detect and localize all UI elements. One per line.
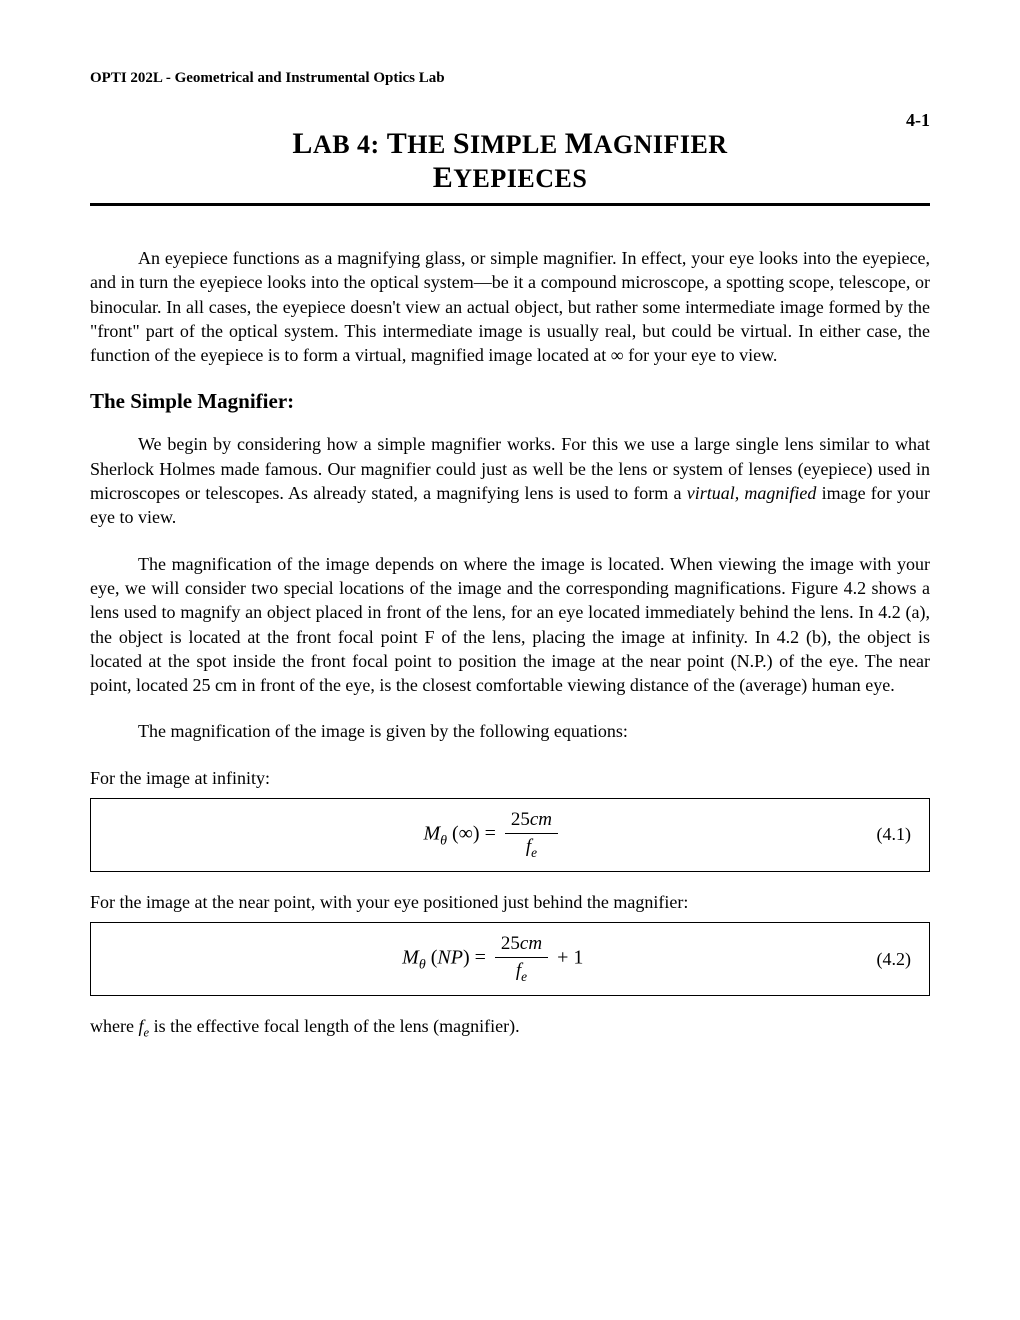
equation-box-1: Mθ (∞) = 25cm fe (4.1) [90,798,930,872]
intro-paragraph: An eyepiece functions as a magnifying gl… [90,246,930,367]
p2-italic: virtual, magnified [687,483,817,503]
eq2-num-val: 25 [501,933,520,954]
paragraph-2: We begin by considering how a simple mag… [90,432,930,529]
paragraph-3: The magnification of the image depends o… [90,552,930,698]
eq1-number: (4.1) [877,824,912,845]
equation-2: Mθ (NP) = 25cm fe + 1 [109,933,877,985]
eq2-theta: θ [419,958,426,973]
eq2-M: M [402,947,419,969]
eq2-number: (4.2) [877,949,912,970]
page-number: 4-1 [906,110,930,131]
eq1-label: For the image at infinity: [90,766,930,790]
eq2-NP: NP [437,947,463,969]
paragraph-4: The magnification of the image is given … [90,719,930,743]
eq1-num-val: 25 [511,809,530,830]
eq2-close: ) = [463,947,486,969]
eq1-arg: (∞) = [452,823,496,845]
eq2-plus: + 1 [557,947,583,969]
paragraph-5: where fe is the effective focal length o… [90,1014,930,1042]
eq1-M: M [423,823,440,845]
document-page: OPTI 202L - Geometrical and Instrumental… [0,0,1020,1320]
title-rule [90,203,930,206]
eq2-fraction: 25cm fe [495,933,548,985]
eq1-fraction: 25cm fe [505,809,558,861]
equation-1: Mθ (∞) = 25cm fe [109,809,877,861]
section-heading: The Simple Magnifier: [90,389,930,414]
p5-a: where [90,1016,138,1036]
equation-box-2: Mθ (NP) = 25cm fe + 1 (4.2) [90,922,930,996]
course-header: OPTI 202L - Geometrical and Instrumental… [90,70,930,87]
eq2-label: For the image at the near point, with yo… [90,890,930,914]
title-line-2: EYEPIECES [90,161,930,195]
eq1-num-unit: cm [530,809,552,830]
eq2-num-unit: cm [520,933,542,954]
p5-b: is the effective focal length of the len… [149,1016,520,1036]
eq2-den-sub: e [521,969,527,984]
title-line-1: LAB 4: THE SIMPLE MAGNIFIER [90,127,930,161]
lab-title: LAB 4: THE SIMPLE MAGNIFIER EYEPIECES [90,127,930,195]
eq1-theta: θ [440,834,447,849]
eq1-den-sub: e [531,845,537,860]
